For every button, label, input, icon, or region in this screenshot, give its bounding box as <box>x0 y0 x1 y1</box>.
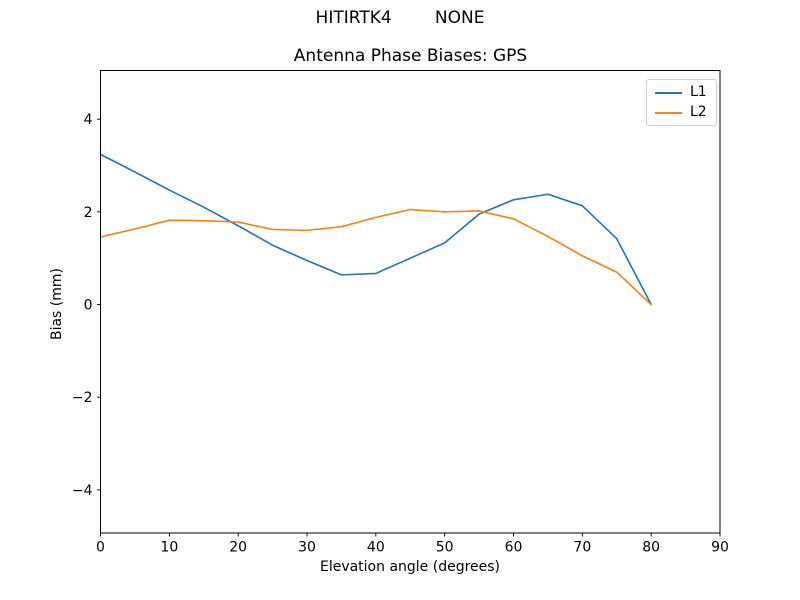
y-tick-label: 4 <box>84 112 93 128</box>
x-tick-label: 0 <box>96 540 105 556</box>
legend-label-L1: L1 <box>690 84 707 100</box>
legend: L1 L2 <box>646 79 717 126</box>
y-tick-label: 0 <box>84 298 93 314</box>
x-tick-label: 80 <box>642 540 660 556</box>
chart-title: Antenna Phase Biases: GPS <box>293 46 528 66</box>
x-tick-label: 70 <box>573 540 591 556</box>
legend-item-L1: L1 <box>655 85 707 100</box>
x-tick-label: 30 <box>298 540 316 556</box>
series-line-L1 <box>99 153 652 306</box>
legend-line-swatch-L2 <box>655 111 682 114</box>
x-axis-label: Elevation angle (degrees) <box>319 559 501 575</box>
x-tick-label: 90 <box>711 540 729 556</box>
y-axis-label: Bias (mm) <box>49 267 65 341</box>
x-tick-label: 10 <box>160 540 178 556</box>
series-line-L2 <box>99 208 652 306</box>
x-tick-label: 20 <box>229 540 247 556</box>
x-tick-label: 50 <box>436 540 454 556</box>
legend-label-L2: L2 <box>690 104 707 120</box>
figure-title: HITIRTK4 NONE <box>315 8 485 28</box>
x-tick-label: 40 <box>367 540 385 556</box>
y-tick-label: −4 <box>72 483 93 499</box>
legend-line-swatch-L1 <box>655 91 682 94</box>
y-tick-label: 2 <box>84 205 93 221</box>
y-tick-label: −2 <box>72 390 93 406</box>
x-tick-label: 60 <box>505 540 523 556</box>
axes-frame <box>100 70 721 534</box>
legend-item-L2: L2 <box>655 105 707 120</box>
